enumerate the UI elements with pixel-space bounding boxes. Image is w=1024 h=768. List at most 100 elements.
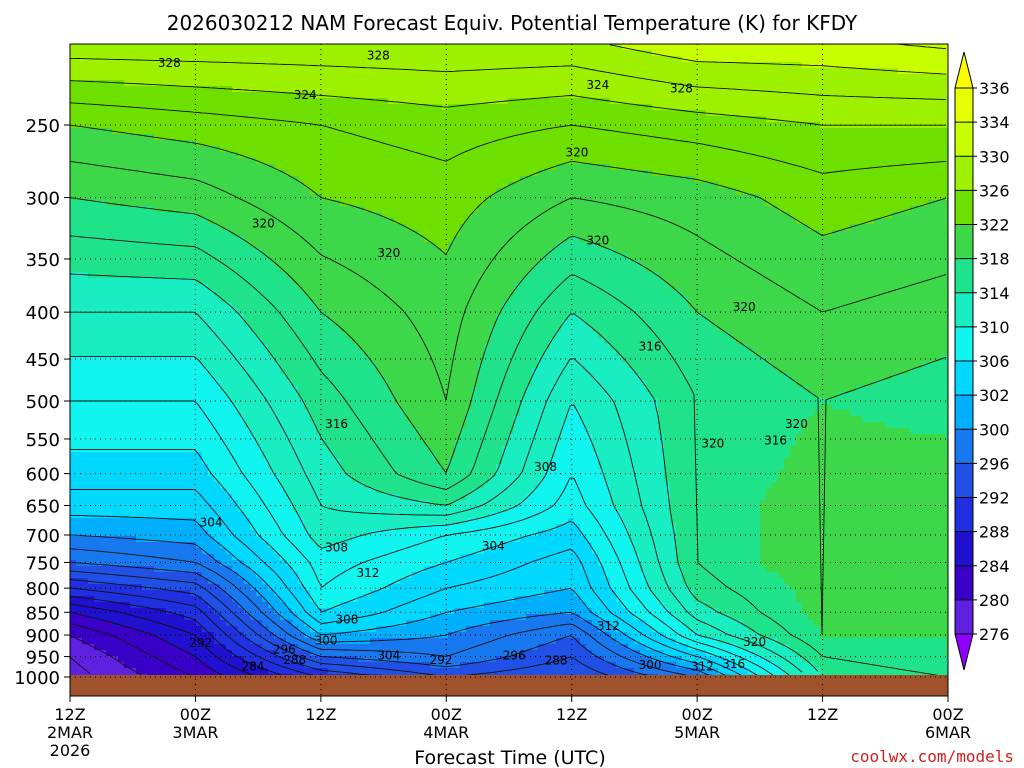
heatmap-cell xyxy=(94,134,101,141)
heatmap-cell xyxy=(328,368,335,375)
heatmap-cell xyxy=(70,272,77,279)
heatmap-cell xyxy=(310,212,317,219)
heatmap-cell xyxy=(232,584,239,591)
heatmap-cell xyxy=(94,158,101,165)
heatmap-cell xyxy=(250,332,257,339)
heatmap-cell xyxy=(160,404,167,411)
heatmap-cell xyxy=(250,272,257,279)
heatmap-cell xyxy=(328,224,335,231)
heatmap-cell xyxy=(328,302,335,309)
heatmap-cell xyxy=(76,572,83,579)
heatmap-cell xyxy=(70,242,77,249)
heatmap-cell xyxy=(292,254,299,261)
heatmap-cell xyxy=(214,188,221,195)
heatmap-cell xyxy=(82,626,89,633)
heatmap-cell xyxy=(244,164,251,171)
heatmap-cell xyxy=(316,74,323,81)
heatmap-cell xyxy=(172,560,179,567)
heatmap-cell xyxy=(118,518,125,525)
heatmap-cell xyxy=(328,56,335,63)
heatmap-cell xyxy=(226,194,233,201)
heatmap-cell xyxy=(208,308,215,315)
heatmap-cell xyxy=(184,128,191,135)
heatmap-cell xyxy=(112,452,119,459)
heatmap-cell xyxy=(226,578,233,585)
heatmap-cell xyxy=(214,422,221,429)
heatmap-cell xyxy=(346,164,353,171)
heatmap-cell xyxy=(172,80,179,87)
heatmap-cell xyxy=(124,584,131,591)
heatmap-cell xyxy=(346,512,353,519)
heatmap-cell xyxy=(154,614,161,621)
heatmap-cell xyxy=(292,206,299,213)
heatmap-cell xyxy=(226,440,233,447)
heatmap-cell xyxy=(124,500,131,507)
heatmap-cell xyxy=(70,674,77,676)
heatmap-cell xyxy=(334,236,341,243)
heatmap-cell xyxy=(256,416,263,423)
heatmap-cell xyxy=(316,542,323,549)
heatmap-cell xyxy=(160,152,167,159)
heatmap-cell xyxy=(322,410,329,417)
heatmap-cell xyxy=(292,308,299,315)
heatmap-cell xyxy=(262,416,269,423)
heatmap-cell xyxy=(226,422,233,429)
heatmap-cell xyxy=(94,308,101,315)
heatmap-cell xyxy=(202,272,209,279)
heatmap-cell xyxy=(262,668,269,675)
heatmap-cell xyxy=(196,584,203,591)
heatmap-cell xyxy=(286,92,293,99)
heatmap-cell xyxy=(82,620,89,627)
heatmap-cell xyxy=(220,170,227,177)
heatmap-cell xyxy=(166,68,173,75)
heatmap-cell xyxy=(160,290,167,297)
heatmap-cell xyxy=(316,212,323,219)
heatmap-cell xyxy=(268,572,275,579)
heatmap-cell xyxy=(298,230,305,237)
heatmap-cell xyxy=(142,242,149,249)
heatmap-cell xyxy=(310,122,317,129)
heatmap-cell xyxy=(268,182,275,189)
heatmap-cell xyxy=(244,674,251,676)
heatmap-cell xyxy=(214,236,221,243)
heatmap-cell xyxy=(322,140,329,147)
heatmap-cell xyxy=(268,254,275,261)
heatmap-cell xyxy=(184,566,191,573)
heatmap-cell xyxy=(148,362,155,369)
heatmap-cell xyxy=(154,638,161,645)
heatmap-cell xyxy=(160,512,167,519)
heatmap-cell xyxy=(88,554,95,561)
heatmap-cell xyxy=(250,74,257,81)
heatmap-cell xyxy=(256,464,263,471)
heatmap-cell xyxy=(124,218,131,225)
heatmap-cell xyxy=(94,434,101,441)
heatmap-cell xyxy=(112,92,119,99)
heatmap-cell xyxy=(286,356,293,363)
heatmap-cell xyxy=(148,662,155,669)
heatmap-cell xyxy=(226,344,233,351)
heatmap-cell xyxy=(310,518,317,525)
heatmap-cell xyxy=(214,428,221,435)
heatmap-cell xyxy=(298,200,305,207)
heatmap-cell xyxy=(88,188,95,195)
heatmap-cell xyxy=(88,524,95,531)
heatmap-cell xyxy=(208,176,215,183)
heatmap-cell xyxy=(268,494,275,501)
heatmap-cell xyxy=(202,674,209,676)
heatmap-cell xyxy=(142,302,149,309)
heatmap-cell xyxy=(286,128,293,135)
heatmap-cell xyxy=(262,236,269,243)
heatmap-cell xyxy=(244,632,251,639)
heatmap-cell xyxy=(286,218,293,225)
heatmap-cell xyxy=(190,644,197,651)
heatmap-cell xyxy=(310,368,317,375)
heatmap-cell xyxy=(316,620,323,627)
heatmap-cell xyxy=(202,176,209,183)
heatmap-cell xyxy=(136,530,143,537)
heatmap-cell xyxy=(298,302,305,309)
heatmap-cell xyxy=(334,482,341,489)
heatmap-cell xyxy=(280,572,287,579)
heatmap-cell xyxy=(316,584,323,591)
heatmap-cell xyxy=(328,290,335,297)
heatmap-cell xyxy=(226,314,233,321)
